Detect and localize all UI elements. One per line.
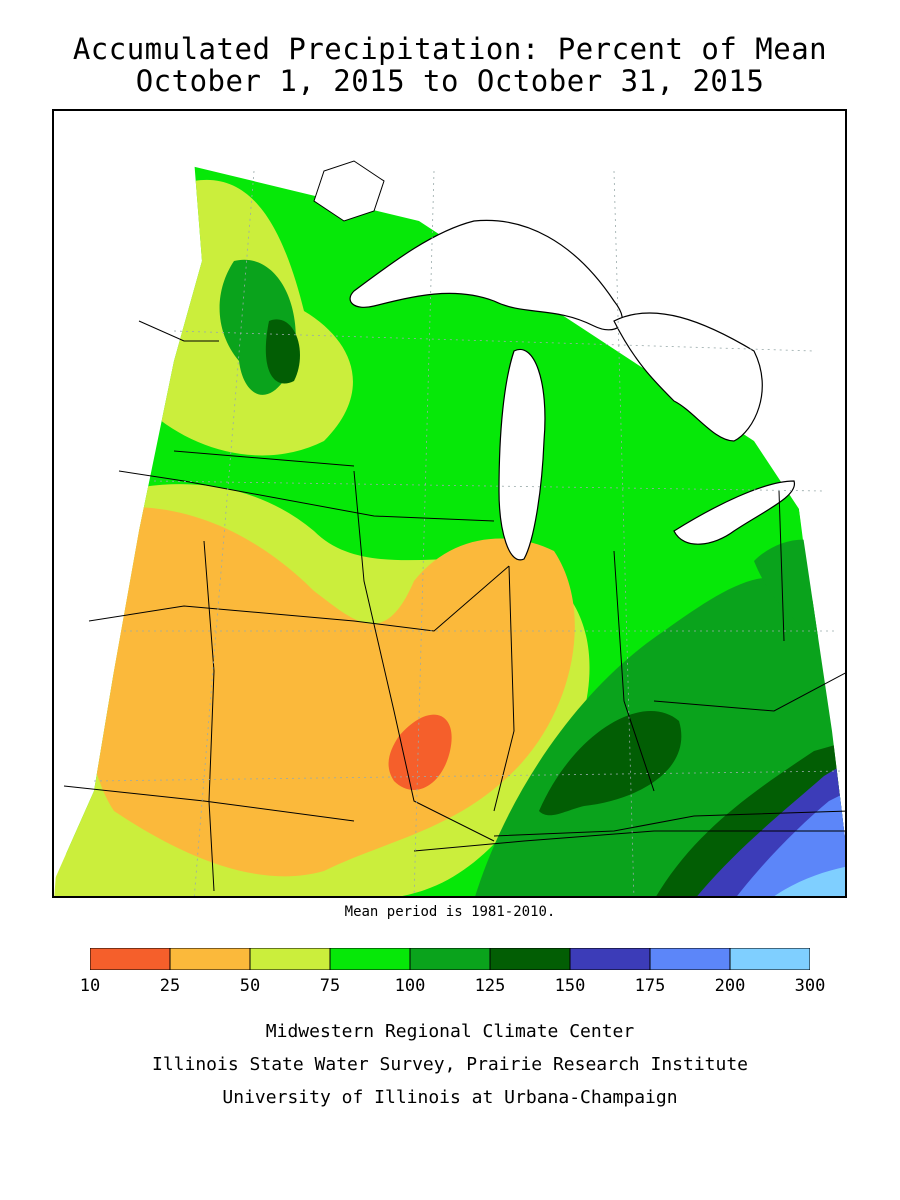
legend-tick-150: 150	[554, 976, 586, 996]
legend-box-10-25	[90, 948, 171, 970]
border-mississippi	[353, 470, 495, 842]
lake-michigan	[498, 348, 546, 561]
field-125-150-ky	[539, 711, 682, 816]
mean-period-note: Mean period is 1981-2010.	[344, 904, 556, 920]
legend-tick-25: 25	[159, 976, 181, 996]
legend-box-150-175	[569, 948, 651, 970]
legend-tick-100: 100	[394, 976, 426, 996]
border-mo-ks	[203, 540, 215, 892]
canada-shore	[313, 160, 385, 222]
lake-superior	[349, 219, 623, 331]
border-oh-wv	[653, 672, 845, 712]
lake-huron	[613, 312, 763, 442]
graticule	[93, 170, 845, 896]
field-125-150-mn	[265, 319, 300, 384]
border-ky-tn	[493, 810, 845, 837]
legend-bar	[90, 948, 810, 970]
credit-line-3: University of Illinois at Urbana-Champai…	[222, 1087, 678, 1108]
legend-box-25-50	[169, 948, 251, 970]
lake-erie	[673, 480, 795, 545]
border-sd-mn	[173, 450, 355, 467]
state-borders	[63, 320, 845, 892]
border-nd-mn	[138, 320, 219, 342]
border-ok-ks	[63, 785, 355, 822]
field-175-200	[734, 791, 845, 896]
map-canvas	[54, 159, 845, 896]
legend-box-175-200	[649, 948, 731, 970]
field-10-25	[388, 714, 452, 790]
legend-box-50-75	[249, 948, 331, 970]
legend-box-125-150	[489, 948, 571, 970]
legend-tick-200: 200	[714, 976, 746, 996]
border-tn-south	[413, 830, 845, 852]
credit-line-2: Illinois State Water Survey, Prairie Res…	[151, 1054, 749, 1075]
legend-ticks: 10 25 50 75 100 125 150 175 200 300	[0, 976, 900, 998]
border-in-oh	[613, 550, 655, 792]
legend-tick-175: 175	[634, 976, 666, 996]
legend-box-100-125	[409, 948, 491, 970]
field-25-50	[79, 507, 575, 877]
field-200-300	[769, 866, 845, 896]
legend-tick-10: 10	[79, 976, 101, 996]
border-il-in	[493, 565, 515, 812]
border-pa-oh	[778, 490, 785, 642]
legend-box-75-100	[329, 948, 411, 970]
border-ne-ia	[118, 470, 495, 522]
map-subtitle: October 1, 2015 to October 31, 2015	[135, 64, 765, 98]
legend-box-200-300	[729, 948, 810, 970]
color-legend	[90, 948, 810, 970]
legend-tick-50: 50	[239, 976, 261, 996]
legend-tick-75: 75	[319, 976, 341, 996]
map-title: Accumulated Precipitation: Percent of Me…	[72, 32, 828, 66]
legend-tick-300: 300	[794, 976, 826, 996]
precipitation-map	[52, 109, 847, 898]
precip-fields	[54, 159, 845, 896]
credit-line-1: Midwestern Regional Climate Center	[265, 1021, 635, 1042]
border-ks-mo	[88, 565, 510, 632]
legend-tick-125: 125	[474, 976, 506, 996]
great-lakes	[349, 219, 795, 561]
